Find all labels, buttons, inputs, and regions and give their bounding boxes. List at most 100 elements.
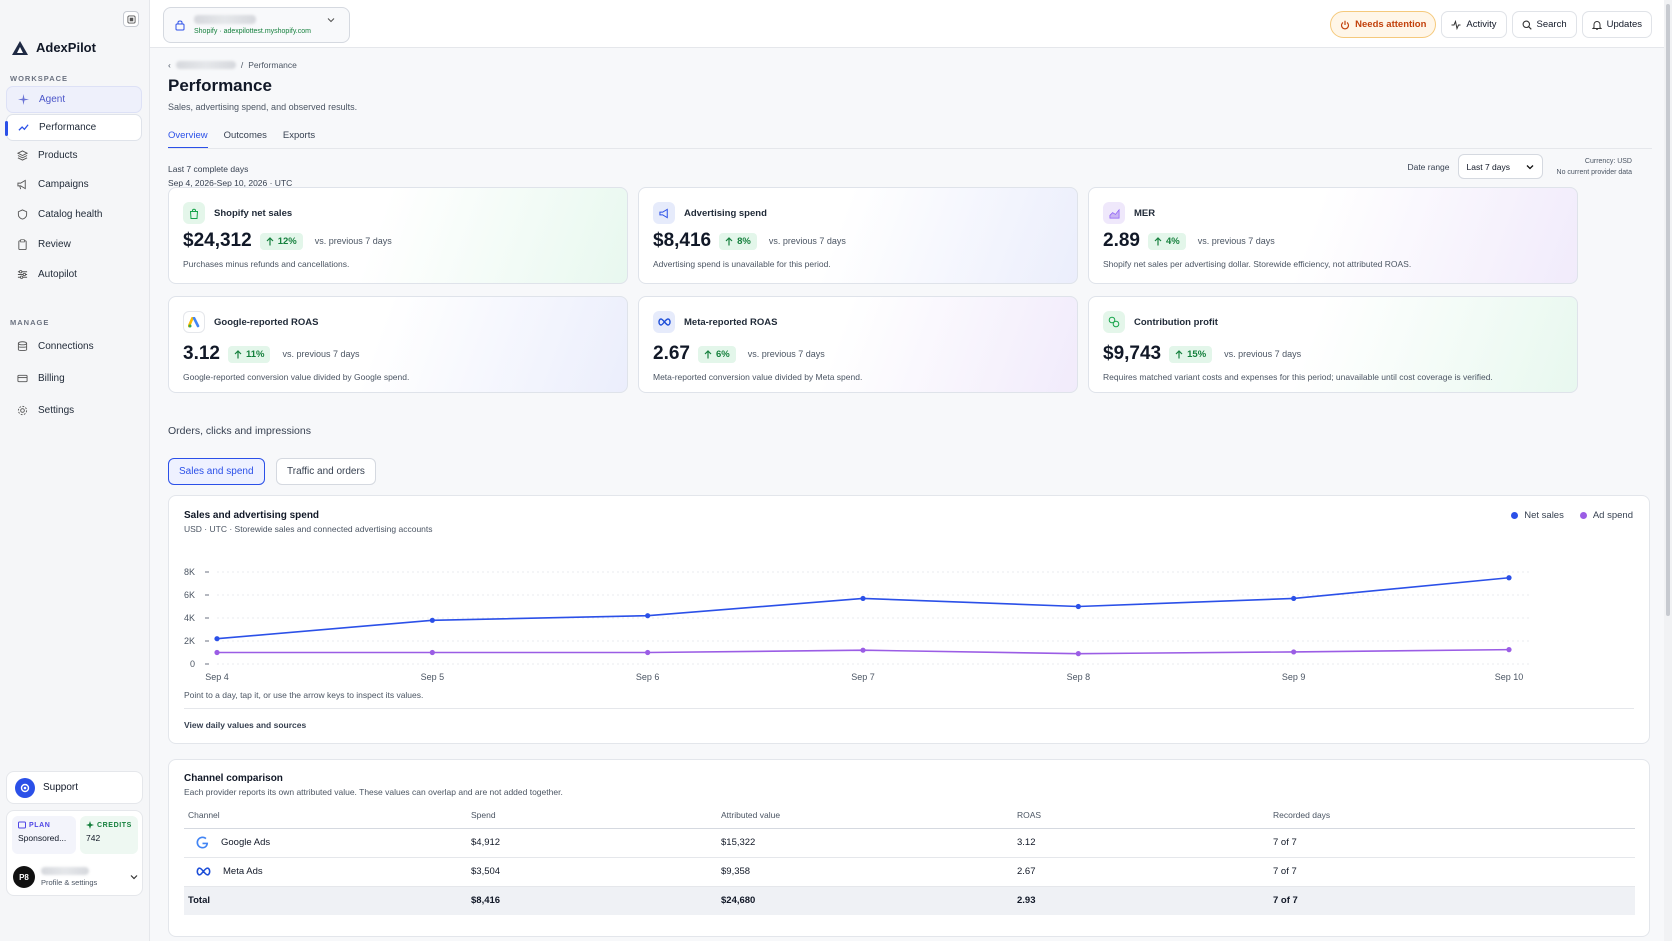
kpi-card-advertising-spend[interactable]: Advertising spend $8,416 8% vs. previous… — [638, 187, 1078, 284]
credits-tile[interactable]: CREDITS 742 — [80, 816, 138, 854]
tab-outcomes[interactable]: Outcomes — [223, 130, 267, 141]
data-point — [1075, 651, 1081, 657]
search-button[interactable]: Search — [1511, 11, 1577, 38]
sidebar-item-products[interactable]: Products — [6, 142, 142, 169]
layers-icon — [17, 150, 28, 161]
total-spend: $8,416 — [467, 886, 717, 915]
kpi-card-contribution-profit[interactable]: Contribution profit $9,743 15% vs. previ… — [1088, 296, 1578, 393]
sliders-icon — [17, 270, 28, 279]
updates-button[interactable]: Updates — [1581, 11, 1652, 38]
tab-traffic-and-orders[interactable]: Traffic and orders — [276, 458, 376, 485]
chart-legend: Net sales Ad spend — [1511, 510, 1633, 521]
arrow-up-icon — [234, 349, 242, 358]
kpi-desc: Requires matched variant costs and expen… — [1103, 372, 1493, 382]
needs-attention-button[interactable]: Needs attention — [1330, 11, 1437, 38]
sidebar-toggle-icon[interactable] — [123, 11, 139, 27]
updates-label: Updates — [1606, 19, 1642, 30]
line-chart[interactable]: 0 2K 4K 6K 8K Sep 4 Sep 5 Sep 6 Sep 7 Sep 8 Sep 9 S… — [169, 542, 1649, 682]
kpi-card-shopify-net-sales[interactable]: Shopify net sales $24,312 12% vs. previo… — [168, 187, 628, 284]
sidebar-item-review[interactable]: Review — [6, 231, 142, 258]
support-button[interactable]: Support — [6, 771, 143, 804]
kpi-desc: Google-reported conversion value divided… — [183, 372, 410, 382]
period-label: Last 7 complete days — [168, 164, 249, 174]
plan-box: PLAN Sponsored... CREDITS 742 P8 Profile… — [6, 810, 143, 896]
kpi-delta: 12% — [259, 232, 303, 250]
data-point — [214, 636, 220, 642]
arrow-up-icon — [704, 349, 712, 358]
plan-value: Sponsored... — [18, 833, 67, 843]
plan-label: PLAN — [29, 821, 51, 829]
support-label: Support — [43, 782, 79, 793]
legend-ad-spend[interactable]: Ad spend — [1579, 510, 1633, 521]
kpi-card-mer[interactable]: MER 2.89 4% vs. previous 7 days Shopify … — [1088, 187, 1578, 284]
y-tick-label: 8K — [184, 567, 195, 577]
sidebar-item-performance[interactable]: Performance — [5, 114, 142, 141]
sales-spend-chart-card: Sales and advertising spend USD · UTC · … — [168, 495, 1650, 744]
arrow-up-icon — [266, 236, 274, 245]
brand-name: AdexPilot — [36, 40, 96, 55]
page-scrollbar[interactable] — [1664, 0, 1672, 941]
sidebar-item-billing[interactable]: Billing — [6, 365, 142, 392]
channel-name: Meta Ads — [223, 866, 263, 877]
shop-domain: Shopify · adexpilottest.myshopify.com — [194, 28, 311, 35]
kpi-delta: 15% — [1169, 345, 1213, 363]
needs-attention-label: Needs attention — [1355, 19, 1427, 30]
back-chevron-icon[interactable]: ‹ — [168, 60, 171, 70]
power-icon — [1341, 20, 1350, 29]
kpi-delta-value: 6% — [715, 348, 730, 360]
section-title: Orders, clicks and impressions — [168, 425, 311, 437]
sidebar-item-autopilot[interactable]: Autopilot — [6, 261, 142, 288]
kpi-delta-value: 12% — [277, 235, 297, 247]
sparkle-icon — [18, 94, 29, 105]
sidebar-item-campaigns[interactable]: Campaigns — [6, 171, 142, 198]
chevron-down-icon — [130, 875, 138, 880]
workspace-label: WORKSPACE — [10, 74, 69, 83]
data-point — [214, 649, 220, 656]
tab-exports[interactable]: Exports — [282, 130, 316, 141]
profile-menu[interactable]: P8 Profile & settings — [13, 863, 138, 891]
bell-icon — [1591, 20, 1602, 30]
kpi-value: $8,416 — [653, 230, 712, 251]
scrollbar-thumb[interactable] — [1666, 4, 1670, 616]
google-g-icon — [196, 836, 209, 849]
shop-selector[interactable]: Shopify · adexpilottest.myshopify.com — [163, 7, 350, 43]
table-header-row: Channel Spend Attributed value ROAS Reco… — [184, 803, 1635, 829]
x-tick-label: Sep 5 — [421, 672, 445, 682]
data-point — [1506, 647, 1512, 653]
cell-recorded-days: 7 of 7 — [1269, 857, 1635, 887]
sidebar-item-label: Settings — [38, 405, 75, 416]
kpi-card-meta-roas[interactable]: Meta-reported ROAS 2.67 6% vs. previous … — [638, 296, 1078, 393]
data-point — [1291, 649, 1297, 655]
activity-button[interactable]: Activity — [1441, 11, 1507, 38]
view-daily-values-link[interactable]: View daily values and sources — [184, 720, 307, 730]
sidebar-item-agent[interactable]: Agent — [6, 86, 142, 113]
date-range-label: Date range — [1407, 161, 1450, 172]
kpi-delta-value: 4% — [1165, 235, 1180, 247]
sidebar-item-catalog-health[interactable]: Catalog health — [6, 201, 142, 228]
date-range-select[interactable]: Last 7 days — [1457, 154, 1543, 179]
data-point — [429, 617, 435, 623]
sidebar-item-connections[interactable]: Connections — [6, 333, 142, 360]
credits-value: 742 — [86, 833, 101, 843]
table-row[interactable]: Google Ads $4,912 $15,322 3.12 7 of 7 — [184, 828, 1635, 858]
tab-overview[interactable]: Overview — [168, 130, 208, 149]
breadcrumb-parent-redacted[interactable] — [175, 61, 236, 69]
legend-net-sales[interactable]: Net sales — [1511, 510, 1564, 521]
chevron-down-icon — [1526, 164, 1533, 169]
clipboard-icon — [18, 239, 27, 250]
cell-spend: $4,912 — [467, 828, 717, 858]
tab-sales-and-spend[interactable]: Sales and spend — [168, 458, 265, 485]
x-tick-label: Sep 6 — [636, 672, 660, 682]
page-tabs: Overview Outcomes Exports — [168, 130, 315, 149]
meta-icon — [653, 311, 675, 333]
brand[interactable]: AdexPilot — [12, 40, 96, 55]
table-row[interactable]: Meta Ads $3,504 $9,358 2.67 7 of 7 — [184, 857, 1635, 887]
avatar: P8 — [13, 866, 35, 888]
plan-tile[interactable]: PLAN Sponsored... — [12, 816, 76, 854]
sidebar-item-settings[interactable]: Settings — [6, 397, 142, 424]
kpi-value: 2.67 — [653, 343, 690, 364]
activity-label: Activity — [1466, 19, 1497, 30]
kpi-card-google-roas[interactable]: Google-reported ROAS 3.12 11% vs. previo… — [168, 296, 628, 393]
kpi-value: $24,312 — [183, 230, 252, 251]
currency-info: Currency: USD No current provider data — [1557, 156, 1632, 178]
